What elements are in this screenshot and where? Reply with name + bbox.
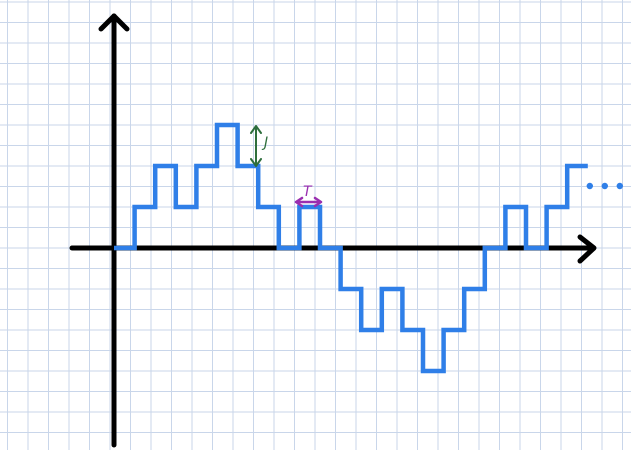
continuation-dot <box>601 182 608 190</box>
step-width-marker: T <box>294 184 323 208</box>
y-axis-arrowhead <box>98 13 130 32</box>
continuation-dots <box>586 182 623 190</box>
step-width-arrowhead-left <box>294 196 304 208</box>
step-width-label: T <box>303 184 313 200</box>
step-height-arrowhead-up <box>250 125 262 134</box>
step-width-arrowhead-right <box>313 196 323 208</box>
continuation-dot <box>616 182 623 190</box>
x-axis-arrowhead <box>577 234 597 264</box>
axes <box>69 13 597 448</box>
staircase-signal <box>114 122 588 374</box>
step-height-marker: J <box>250 125 268 167</box>
continuation-dot <box>586 182 593 190</box>
step-height-label: J <box>261 135 268 151</box>
step-height-arrowhead-down <box>250 158 262 167</box>
